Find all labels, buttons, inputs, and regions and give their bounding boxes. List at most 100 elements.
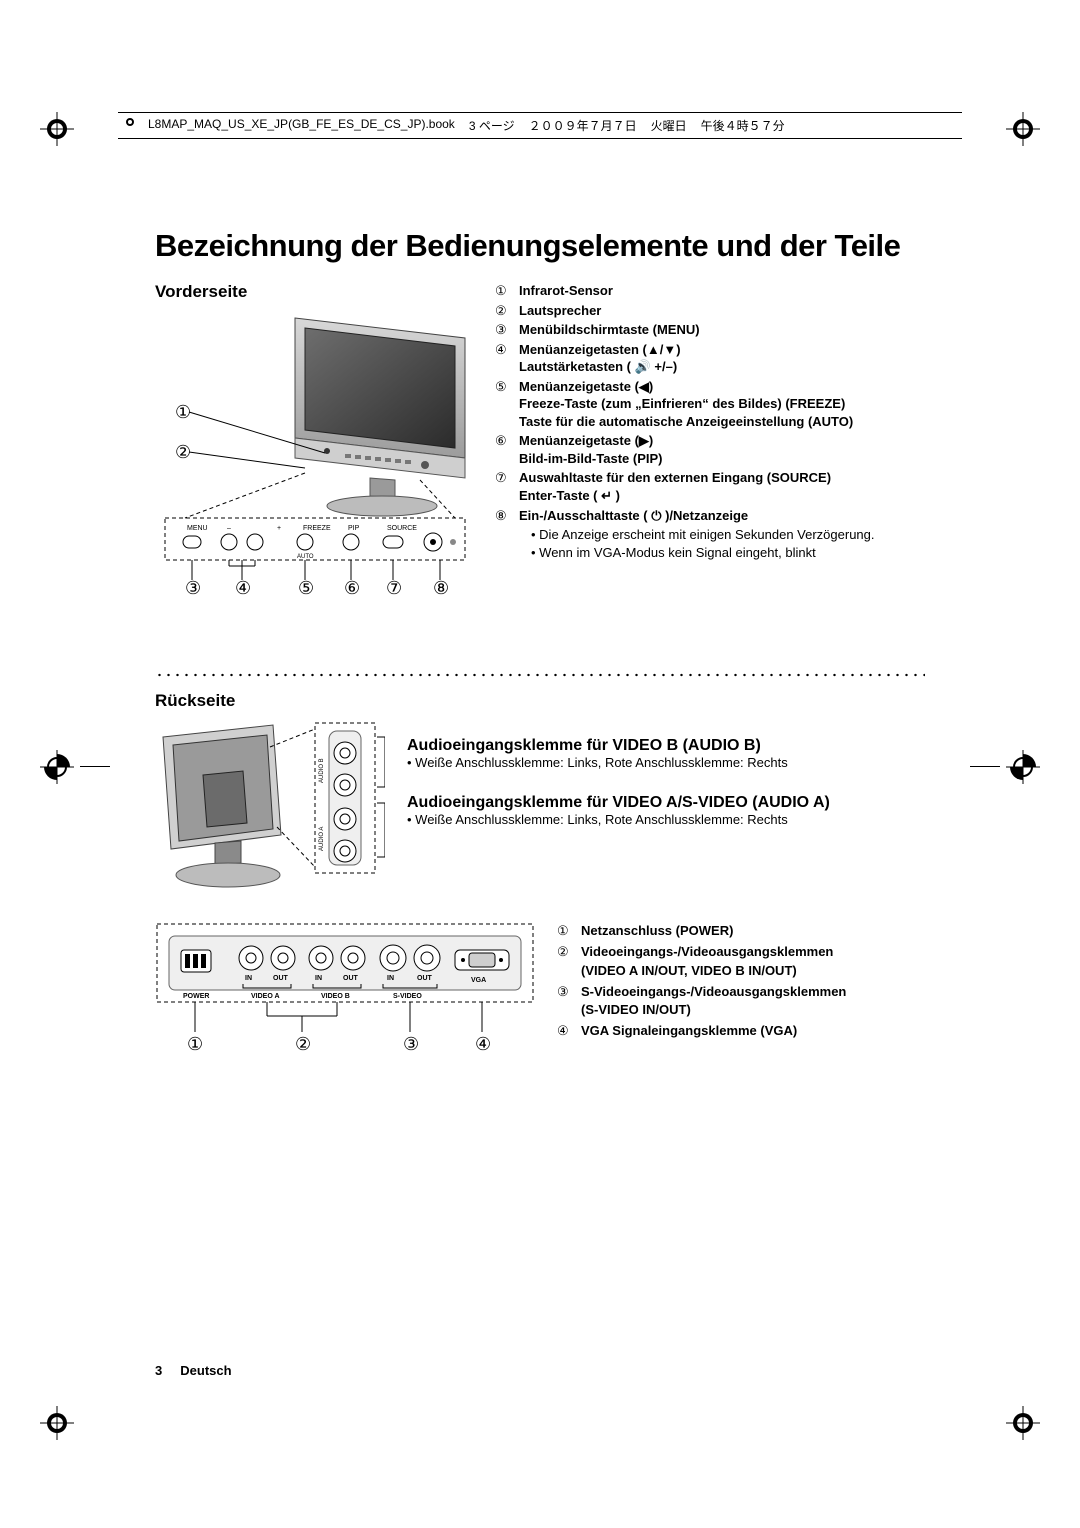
front-item-text: Ein-/Ausschalttaste ( ⏻ )/Netzanzeige <box>519 507 748 525</box>
svg-text:IN: IN <box>387 975 394 982</box>
audio-a-title: Audioeingangsklemme für VIDEO A/S-VIDEO … <box>407 794 925 812</box>
svg-text:AUTO: AUTO <box>297 554 314 560</box>
runhead-page: 3 ページ <box>469 117 515 134</box>
front-item: ②Lautsprecher <box>495 302 925 320</box>
running-header: L8MAP_MAQ_US_XE_JP(GB_FE_ES_DE_CS_JP).bo… <box>118 112 962 139</box>
front-item: ④Menüanzeigetasten (▲/▼)Lautstärketasten… <box>495 341 925 376</box>
footer-page: 3 <box>155 1363 162 1378</box>
circled-number: ② <box>495 302 515 320</box>
front-item: ③Menübildschirmtaste (MENU) <box>495 321 925 339</box>
dotted-divider <box>155 673 925 677</box>
svg-text:②: ② <box>295 1034 311 1054</box>
crop-mark <box>40 1406 74 1440</box>
svg-text:OUT: OUT <box>417 975 433 982</box>
svg-text:⑤: ⑤ <box>298 578 314 598</box>
page-title: Bezeichnung der Bedienungselemente und d… <box>155 228 925 264</box>
front-heading: Vorderseite <box>155 282 475 302</box>
audio-a-note: Weiße Anschlussklemme: Links, Rote Ansch… <box>407 812 925 827</box>
svg-text:S-VIDEO: S-VIDEO <box>393 993 422 1000</box>
svg-text:VIDEO B: VIDEO B <box>321 993 350 1000</box>
front-item-text: Menüanzeigetaste (▶)Bild-im-Bild-Taste (… <box>519 432 662 467</box>
circled-number: ① <box>495 282 515 300</box>
rear-list: ①Netzanschluss (POWER)②Videoeingangs-/Vi… <box>557 922 925 1043</box>
circled-number: ⑤ <box>495 378 515 431</box>
rear-item-text: VGA Signaleingangsklemme (VGA) <box>581 1022 797 1041</box>
svg-text:③: ③ <box>403 1034 419 1054</box>
svg-text:⑧: ⑧ <box>433 578 449 598</box>
runhead-time: 午後４時５７分 <box>701 117 785 134</box>
bullet-item: Die Anzeige erscheint mit einigen Sekund… <box>531 526 925 544</box>
svg-text:VIDEO A: VIDEO A <box>251 993 280 1000</box>
circled-number: ③ <box>557 983 577 1021</box>
rear-audio-text: Audioeingangsklemme für VIDEO B (AUDIO B… <box>407 717 925 827</box>
runhead-date: ２００９年７月７日 <box>529 117 637 134</box>
rear-item: ③S-Videoeingangs-/Videoausgangsklemmen(S… <box>557 983 925 1021</box>
rear-item: ④VGA Signaleingangsklemme (VGA) <box>557 1022 925 1041</box>
ring-icon <box>126 118 134 126</box>
front-item-text: Lautsprecher <box>519 302 601 320</box>
rear-item-text: S-Videoeingangs-/Videoausgangsklemmen(S-… <box>581 983 846 1021</box>
front-list: ①Infrarot-Sensor②Lautsprecher③Menübildsc… <box>495 282 925 603</box>
svg-text:↵: ↵ <box>388 538 395 547</box>
svg-text:OUT: OUT <box>343 975 359 982</box>
front-item-text: Infrarot-Sensor <box>519 282 613 300</box>
svg-text:IN: IN <box>245 975 252 982</box>
rear-figure-panel: POWER IN OUT IN OUT IN OUT VIDEO A VIDEO… <box>155 922 535 1077</box>
svg-text:AUDIO A: AUDIO A <box>319 827 325 851</box>
crop-line <box>970 766 1000 767</box>
front-bullets: Die Anzeige erscheint mit einigen Sekund… <box>531 526 925 561</box>
svg-text:SOURCE: SOURCE <box>387 525 417 532</box>
front-item: ⑧Ein-/Ausschalttaste ( ⏻ )/Netzanzeige <box>495 507 925 525</box>
svg-text:FREEZE: FREEZE <box>303 525 331 532</box>
audio-b-title: Audioeingangsklemme für VIDEO B (AUDIO B… <box>407 737 925 755</box>
svg-text:▼: ▼ <box>226 538 235 548</box>
front-item: ⑦Auswahltaste für den externen Eingang (… <box>495 469 925 504</box>
svg-text:④: ④ <box>235 578 251 598</box>
rear-item: ①Netzanschluss (POWER) <box>557 922 925 941</box>
front-figure: Vorderseite <box>155 282 475 603</box>
rear-figure-monitor: AUDIO B AUDIO A <box>155 717 385 902</box>
svg-text:③: ③ <box>185 578 201 598</box>
front-item: ⑥Menüanzeigetaste (▶)Bild-im-Bild-Taste … <box>495 432 925 467</box>
svg-text:⑥: ⑥ <box>344 578 360 598</box>
svg-text:+: + <box>277 525 281 532</box>
front-item: ①Infrarot-Sensor <box>495 282 925 300</box>
svg-text:AUDIO B: AUDIO B <box>319 758 325 783</box>
page-footer: 3 Deutsch <box>155 1363 232 1378</box>
svg-text:–: – <box>227 525 231 532</box>
bullet-item: Wenn im VGA-Modus kein Signal eingeht, b… <box>531 544 925 562</box>
circled-number: ③ <box>495 321 515 339</box>
svg-text:OUT: OUT <box>273 975 289 982</box>
circled-number: ⑦ <box>495 469 515 504</box>
front-item-text: Menüanzeigetaste (◀)Freeze-Taste (zum „E… <box>519 378 853 431</box>
svg-text:◀: ◀ <box>302 538 309 548</box>
svg-text:IN: IN <box>315 975 322 982</box>
circled-number: ② <box>557 943 577 981</box>
circled-number: ① <box>557 922 577 941</box>
rear-heading: Rückseite <box>155 691 925 711</box>
crop-mark <box>1006 750 1040 784</box>
runhead-file: L8MAP_MAQ_US_XE_JP(GB_FE_ES_DE_CS_JP).bo… <box>148 117 455 134</box>
svg-text:PIP: PIP <box>348 525 360 532</box>
crop-mark <box>40 112 74 146</box>
runhead-weekday: 火曜日 <box>651 117 687 134</box>
svg-text:VGA: VGA <box>471 977 486 984</box>
svg-text:④: ④ <box>475 1034 491 1054</box>
circled-number: ④ <box>495 341 515 376</box>
svg-text:⑦: ⑦ <box>386 578 402 598</box>
crop-line <box>80 766 110 767</box>
circled-number: ⑧ <box>495 507 515 525</box>
svg-text:▶: ▶ <box>348 538 355 548</box>
front-item-text: Menübildschirmtaste (MENU) <box>519 321 700 339</box>
svg-text:▲: ▲ <box>252 538 261 548</box>
svg-text:②: ② <box>175 442 191 462</box>
svg-text:①: ① <box>175 402 191 422</box>
crop-mark <box>1006 112 1040 146</box>
svg-text:①: ① <box>187 1034 203 1054</box>
circled-number: ④ <box>557 1022 577 1041</box>
footer-lang: Deutsch <box>180 1363 231 1378</box>
crop-mark <box>1006 1406 1040 1440</box>
svg-text:MENU: MENU <box>187 525 208 532</box>
crop-mark <box>40 750 74 784</box>
audio-b-note: Weiße Anschlussklemme: Links, Rote Ansch… <box>407 755 925 770</box>
